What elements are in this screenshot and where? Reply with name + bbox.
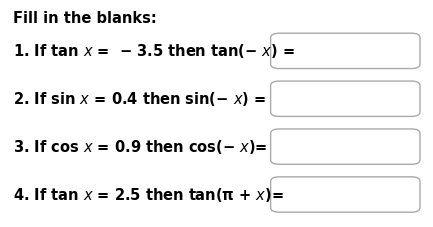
Text: 1. If tan $\mathit{x}$ =  − 3.5 then tan(− $\mathit{x}$) =: 1. If tan $\mathit{x}$ = − 3.5 then tan(… <box>13 42 295 60</box>
Text: 3. If cos $\mathit{x}$ = 0.9 then cos(− $\mathit{x}$)=: 3. If cos $\mathit{x}$ = 0.9 then cos(− … <box>13 138 268 155</box>
FancyBboxPatch shape <box>271 34 420 69</box>
Text: 4. If tan $\mathit{x}$ = 2.5 then tan(π + $\mathit{x}$)=: 4. If tan $\mathit{x}$ = 2.5 then tan(π … <box>13 185 284 203</box>
FancyBboxPatch shape <box>271 129 420 165</box>
FancyBboxPatch shape <box>271 82 420 117</box>
FancyBboxPatch shape <box>271 177 420 212</box>
Text: 2. If sin $\mathit{x}$ = 0.4 then sin(− $\mathit{x}$) =: 2. If sin $\mathit{x}$ = 0.4 then sin(− … <box>13 90 266 108</box>
Text: Fill in the blanks:: Fill in the blanks: <box>13 11 157 26</box>
